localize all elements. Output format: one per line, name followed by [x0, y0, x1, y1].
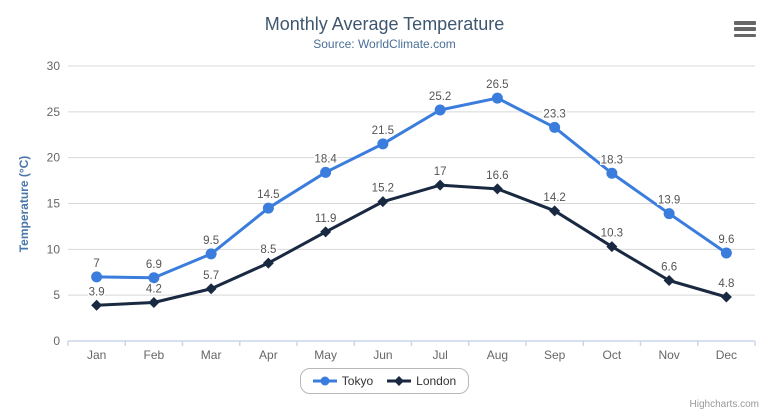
data-label: 15.2 — [372, 183, 394, 195]
data-label: 25.2 — [429, 91, 451, 103]
tokyo-line — [95, 96, 728, 280]
data-label: 14.5 — [257, 189, 279, 201]
legend: Tokyo London — [0, 368, 769, 394]
tokyo-point[interactable] — [377, 138, 389, 150]
data-label: 11.9 — [315, 213, 337, 225]
tokyo-point[interactable] — [434, 104, 446, 116]
x-tick-label: Oct — [603, 348, 622, 362]
london-line — [95, 183, 728, 307]
london-point[interactable] — [148, 297, 160, 308]
x-tick-label: Aug — [487, 348, 508, 362]
data-label: 23.3 — [543, 108, 565, 120]
x-tick-label: Sep — [544, 348, 566, 362]
data-label: 17 — [434, 166, 447, 178]
london-point[interactable] — [91, 299, 103, 311]
x-tick-label: Jun — [373, 348, 392, 362]
data-label: 3.9 — [89, 286, 105, 298]
tokyo-point[interactable] — [205, 248, 217, 260]
london-point[interactable] — [320, 226, 332, 238]
legend-label-tokyo: Tokyo — [341, 374, 374, 388]
tokyo-point[interactable] — [606, 167, 618, 179]
london-point[interactable] — [663, 275, 675, 286]
y-tick-label: 10 — [47, 242, 61, 256]
data-label: 21.5 — [372, 125, 394, 137]
export-menu-button[interactable] — [734, 21, 756, 37]
chart-subtitle: Source: WorldClimate.com — [313, 37, 456, 51]
tokyo-point[interactable] — [663, 208, 675, 220]
london-point[interactable] — [377, 196, 389, 208]
x-tick-label: Feb — [144, 348, 165, 362]
london-point[interactable] — [549, 205, 561, 217]
data-label: 10.3 — [601, 228, 623, 240]
x-tick-label: Dec — [716, 348, 737, 362]
y-tick-label: 25 — [47, 105, 61, 119]
london-point[interactable] — [262, 257, 274, 269]
tokyo-point[interactable] — [148, 272, 160, 284]
data-label: 9.5 — [203, 235, 219, 247]
data-label: 6.6 — [661, 262, 677, 274]
london-point[interactable] — [720, 291, 732, 303]
data-label: 4.2 — [146, 284, 162, 296]
tokyo-point[interactable] — [320, 166, 332, 178]
credits-link[interactable]: Highcharts.com — [689, 399, 759, 410]
legend-item-tokyo[interactable]: Tokyo — [312, 374, 374, 388]
data-label: 6.9 — [146, 259, 162, 271]
y-tick-label: 15 — [47, 197, 61, 211]
gridlines — [68, 65, 755, 296]
tokyo-point[interactable] — [262, 202, 274, 214]
data-label: 14.2 — [543, 192, 565, 204]
hamburger-icon — [734, 33, 756, 37]
y-tick-label: 20 — [47, 151, 61, 165]
data-label: 18.3 — [601, 154, 623, 166]
y-axis-labels: 0 5 10 15 20 25 30 — [47, 59, 61, 348]
data-label: 18.4 — [314, 153, 337, 165]
x-tick-label: Apr — [259, 348, 278, 362]
data-label: 13.9 — [658, 195, 680, 207]
x-tick-label: May — [314, 348, 337, 362]
y-tick-label: 5 — [53, 288, 60, 302]
tokyo-point[interactable] — [720, 247, 732, 259]
x-axis: Jan Feb Mar Apr May Jun Jul Aug Sep Oct Nov Dec — [67, 340, 756, 362]
x-tick-label: Mar — [201, 348, 222, 362]
x-tick-label: Jul — [432, 348, 447, 362]
series-tokyo: 7 6.9 9.5 14.5 18.4 21.5 25.2 26.5 23.3 18.3 13.9 9… — [91, 78, 736, 284]
data-label: 9.6 — [718, 234, 734, 246]
x-tick-label: Jan — [87, 348, 106, 362]
data-label: 8.5 — [260, 244, 276, 256]
legend-box: Tokyo London — [299, 368, 470, 394]
london-point[interactable] — [205, 283, 217, 295]
legend-label-london: London — [416, 374, 457, 388]
london-point[interactable] — [491, 183, 503, 195]
data-label: 5.7 — [203, 270, 219, 282]
data-label: 16.6 — [486, 170, 508, 182]
y-tick-label: 30 — [47, 59, 61, 73]
hamburger-icon — [734, 27, 756, 31]
chart-title: Monthly Average Temperature — [264, 14, 505, 34]
hamburger-icon — [734, 21, 756, 25]
tokyo-point[interactable] — [549, 121, 561, 133]
x-tick-label: Nov — [658, 348, 679, 362]
data-label: 4.8 — [718, 278, 734, 290]
legend-item-london[interactable]: London — [387, 374, 456, 388]
tokyo-point[interactable] — [491, 92, 503, 104]
series-london: 3.9 4.2 5.7 8.5 11.9 15.2 17 16.6 14.2 10.3 6.6 4.8 — [87, 165, 736, 311]
tokyo-legend-marker-icon — [312, 376, 337, 386]
data-label: 26.5 — [486, 79, 508, 91]
london-point[interactable] — [434, 179, 446, 191]
london-point[interactable] — [606, 241, 618, 253]
data-label: 7 — [93, 258, 99, 270]
london-legend-marker-icon — [387, 376, 412, 386]
tokyo-point[interactable] — [91, 271, 103, 283]
y-tick-label: 0 — [53, 334, 60, 348]
